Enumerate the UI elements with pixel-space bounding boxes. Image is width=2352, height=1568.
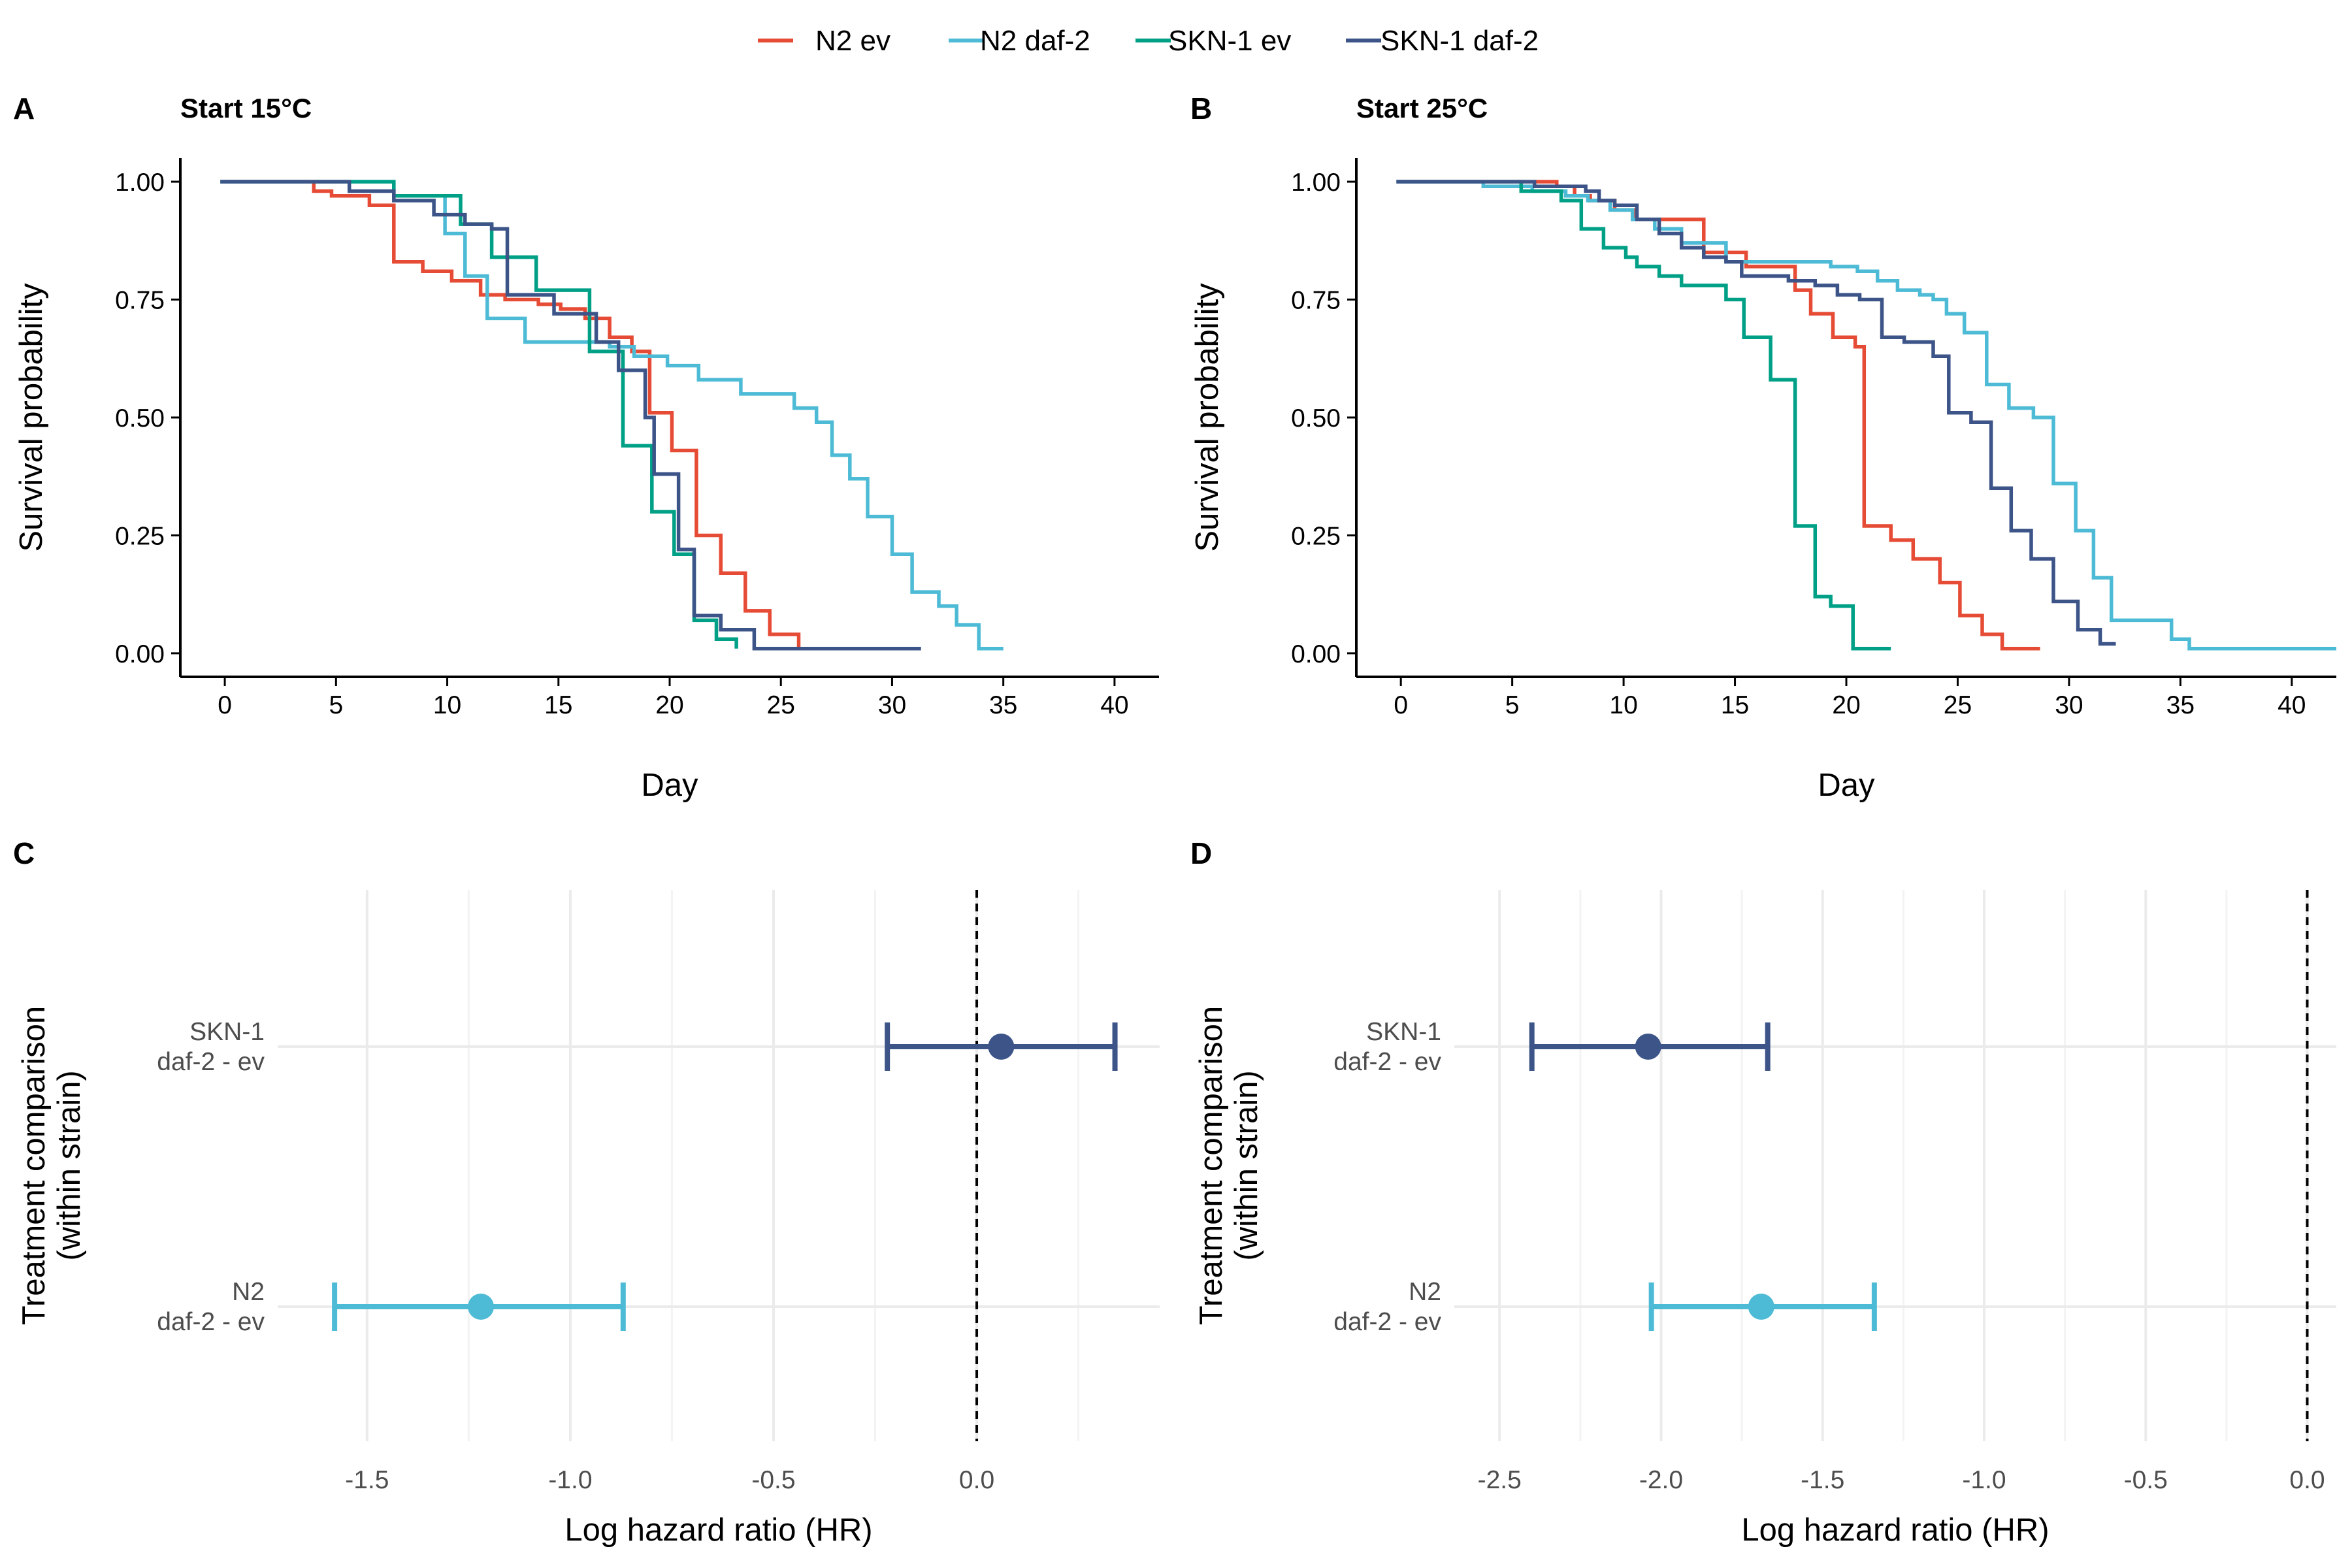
survival-curve-skn-1-daf-2 <box>220 180 921 651</box>
y-tick-label: 0.25 <box>1291 522 1341 550</box>
survival-curve-skn-1-ev <box>1396 180 1891 651</box>
x-tick-label: 35 <box>989 691 1017 719</box>
x-tick-label: 40 <box>2278 691 2306 719</box>
x-tick-label: 5 <box>1505 691 1520 719</box>
category-label: N2 daf-2 - ev <box>157 1278 265 1336</box>
legend-label-skn1-daf2: SKN-1 daf-2 <box>1380 25 1539 57</box>
x-tick-label: -0.5 <box>751 1466 795 1494</box>
panel-b-survival-plot: 0 5 10 15 20 25 30 35 40 0.00 0.25 0.50 0.75 1.00 Day S… <box>1190 158 2336 803</box>
legend-label-n2-daf2: N2 daf-2 <box>980 25 1090 57</box>
legend-label-n2-ev: N2 ev <box>815 25 890 57</box>
category-label-line: N2 <box>232 1278 265 1306</box>
estimate-point-skn-1-daf-2-ev <box>988 1034 1015 1060</box>
survival-curve-skn-1-daf-2 <box>1396 180 2116 646</box>
y-tick-label: 1.00 <box>1291 169 1341 197</box>
x-tick-label: 0 <box>218 691 232 719</box>
x-tick-label: 35 <box>2166 691 2195 719</box>
survival-curve-n2-daf-2 <box>220 180 1004 651</box>
x-tick-label: 20 <box>655 691 683 719</box>
x-tick-label: 40 <box>1100 691 1128 719</box>
y-tick-label: 0.75 <box>1291 287 1341 315</box>
x-tick-label: 10 <box>433 691 461 719</box>
x-tick-label: 10 <box>1609 691 1637 719</box>
panel-title-a: Start 15°C <box>180 93 312 123</box>
y-tick-label: 0.75 <box>115 287 165 315</box>
legend-label-skn1-ev: SKN-1 ev <box>1168 25 1291 57</box>
category-label-line: daf-2 - ev <box>157 1048 265 1076</box>
y-axis-title: Treatment comparison(within strain) <box>16 1006 87 1325</box>
x-tick-label: 0 <box>1394 691 1408 719</box>
x-tick-label: 15 <box>544 691 572 719</box>
y-axis-title-line: Treatment comparison <box>16 1006 52 1325</box>
x-tick-label: 25 <box>1944 691 1972 719</box>
x-tick-label: -1.0 <box>548 1466 592 1494</box>
legend: N2 ev N2 daf-2 SKN-1 ev SKN-1 daf-2 <box>758 25 1539 57</box>
x-tick-label: 0.0 <box>2289 1466 2325 1494</box>
category-label-line: N2 <box>1409 1278 1441 1306</box>
x-tick-label: 5 <box>329 691 343 719</box>
x-tick-label: -0.5 <box>2124 1466 2168 1494</box>
panel-label-b: B <box>1190 91 1212 125</box>
category-label: N2 daf-2 - ev <box>1333 1278 1441 1336</box>
category-label-line: daf-2 - ev <box>157 1308 265 1336</box>
y-tick-label: 0.00 <box>1291 640 1341 668</box>
category-label: SKN-1 daf-2 - ev <box>1333 1018 1441 1076</box>
y-tick-label: 0.25 <box>115 522 165 550</box>
y-axis-title-line: Treatment comparison <box>1194 1006 1229 1325</box>
y-tick-label: 1.00 <box>115 169 165 197</box>
x-axis-title: Log hazard ratio (HR) <box>564 1512 872 1548</box>
x-axis-title: Day <box>641 768 698 803</box>
x-tick-label: -2.0 <box>1639 1466 1683 1494</box>
x-tick-label: -1.5 <box>345 1466 389 1494</box>
panel-label-a: A <box>13 91 35 125</box>
x-tick-label: 15 <box>1721 691 1749 719</box>
panel-label-d: D <box>1190 836 1212 870</box>
category-label: SKN-1 daf-2 - ev <box>157 1018 265 1076</box>
panel-title-b: Start 25°C <box>1356 93 1488 123</box>
y-tick-label: 0.50 <box>115 404 165 433</box>
x-tick-label: 30 <box>878 691 906 719</box>
x-tick-label: 30 <box>2055 691 2083 719</box>
y-axis-title: Survival probability <box>14 283 49 552</box>
x-tick-label: 25 <box>767 691 795 719</box>
category-label-line: daf-2 - ev <box>1333 1308 1441 1336</box>
y-tick-label: 0.00 <box>115 640 165 668</box>
x-tick-label: -2.5 <box>1478 1466 1522 1494</box>
panel-a-survival-plot: 0 5 10 15 20 25 30 35 40 0.00 0.25 0.50 0.75 1.00 Day S… <box>14 158 1159 803</box>
category-label-line: SKN-1 <box>1366 1018 1441 1046</box>
x-axis-title: Log hazard ratio (HR) <box>1741 1512 2049 1548</box>
estimate-point-n2-daf-2-ev <box>468 1294 495 1320</box>
x-tick-label: 20 <box>1832 691 1860 719</box>
y-axis-title: Treatment comparison(within strain) <box>1194 1006 1264 1325</box>
y-tick-label: 0.50 <box>1291 404 1341 433</box>
panel-label-c: C <box>13 836 35 870</box>
category-label-line: SKN-1 <box>189 1018 265 1046</box>
x-tick-label: -1.5 <box>1801 1466 1844 1494</box>
x-tick-label: -1.0 <box>1962 1466 2006 1494</box>
survival-curve-n2-ev <box>220 180 801 649</box>
x-tick-label: 0.0 <box>959 1466 994 1494</box>
y-axis-title-line: (within strain) <box>52 1070 87 1260</box>
category-label-line: daf-2 - ev <box>1333 1048 1441 1076</box>
estimate-point-skn-1-daf-2-ev <box>1635 1034 1661 1060</box>
estimate-point-n2-daf-2-ev <box>1748 1294 1774 1320</box>
y-axis-title: Survival probability <box>1190 283 1225 552</box>
y-axis-title-line: (within strain) <box>1229 1070 1264 1260</box>
x-axis-title: Day <box>1818 768 1875 803</box>
